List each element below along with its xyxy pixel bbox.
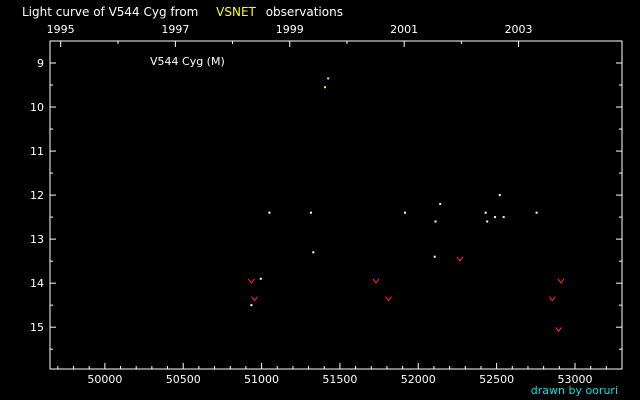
y-tick-label: 13 [30,233,44,246]
upper-limit-marker [251,296,258,302]
observation-point [309,211,312,214]
y-axis: 9 10 11 12 13 14 15 [30,40,622,350]
upper-limit-marker [385,296,392,302]
chart-annotation: V544 Cyg (M) [150,55,225,68]
observation-point [268,211,271,214]
data-points [247,77,565,333]
observation-point [324,86,327,89]
observation-point [535,211,538,214]
top-year-label: 1997 [161,23,189,36]
x-tick-label: 52000 [401,373,436,386]
observation-point [439,202,442,205]
chart-title: Light curve of V544 Cyg from VSNET obser… [22,5,343,19]
top-year-label: 2003 [505,23,533,36]
observation-point [486,220,489,223]
credit-text: drawn by ooruri [531,384,618,397]
x-tick-label: 53000 [557,373,592,386]
upper-limit-marker [247,278,255,284]
observation-point [403,211,406,214]
top-axis: 1995 1997 1999 2001 2003 [47,23,533,47]
x-tick-label: 52500 [479,373,514,386]
observation-point [327,77,330,80]
observation-point [434,220,437,223]
observation-point [433,255,436,258]
top-year-label: 2001 [390,23,418,36]
x-axis: 50000 50500 51000 51500 52000 52500 53000 [57,363,623,386]
y-tick-label: 15 [30,321,44,334]
x-tick-label: 50500 [166,373,201,386]
observation-point [259,277,262,280]
title-suffix: observations [266,5,343,19]
x-tick-label: 51000 [244,373,279,386]
title-source: VSNET [216,5,256,19]
y-tick-label: 12 [30,189,44,202]
upper-limit-marker [555,327,562,333]
top-year-label: 1999 [276,23,304,36]
x-tick-label: 50000 [87,373,122,386]
observation-point [502,216,505,219]
upper-limit-marker [456,256,464,262]
title-prefix: Light curve of V544 Cyg from [22,5,198,19]
observation-point [250,304,253,307]
x-tick-label: 51500 [322,373,357,386]
observation-point [498,194,501,197]
y-tick-label: 9 [37,57,44,70]
observation-point [484,211,487,214]
plot-area [49,40,623,370]
observation-point [312,251,315,254]
upper-limit-marker [557,278,565,284]
y-tick-label: 10 [30,101,44,114]
observation-point [494,216,497,219]
top-year-label: 1995 [47,23,75,36]
upper-limit-marker [372,278,380,284]
y-tick-label: 11 [30,145,44,158]
upper-limit-marker [548,296,556,302]
y-tick-label: 14 [30,277,44,290]
